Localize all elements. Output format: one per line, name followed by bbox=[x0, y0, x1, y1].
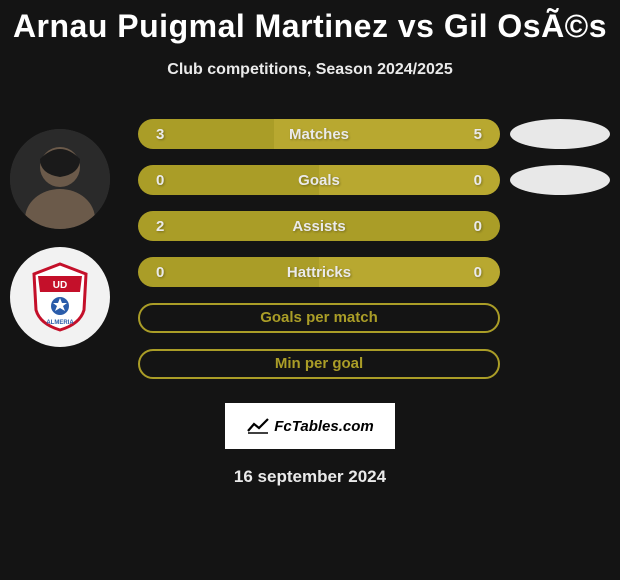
logo-text: FcTables.com bbox=[274, 418, 373, 435]
right-shape-slot bbox=[510, 119, 610, 149]
placeholder-ellipse-icon bbox=[510, 165, 610, 195]
stat-label: Assists bbox=[292, 218, 345, 235]
stat-label: Goals per match bbox=[140, 305, 498, 331]
stat-bar: 0 Goals 0 bbox=[138, 165, 500, 195]
stat-right-value: 0 bbox=[474, 172, 482, 189]
stats-list: 3 Matches 5 0 Goals 0 2 Assists 0 0 Hattricks 0 Goal… bbox=[138, 119, 610, 379]
stat-bar: Min per goal bbox=[138, 349, 500, 379]
bar-overlay: 0 Hattricks 0 bbox=[138, 257, 500, 287]
right-shape-slot bbox=[510, 303, 610, 333]
club-badge-icon: UD ALMERIA bbox=[30, 262, 90, 332]
stat-row: Min per goal bbox=[138, 349, 610, 379]
placeholder-ellipse-icon bbox=[510, 119, 610, 149]
stat-label: Matches bbox=[289, 126, 349, 143]
stat-right-value: 0 bbox=[474, 264, 482, 281]
svg-text:UD: UD bbox=[53, 280, 67, 291]
stat-left-value: 0 bbox=[156, 264, 164, 281]
stat-left-value: 2 bbox=[156, 218, 164, 235]
stat-row: 3 Matches 5 bbox=[138, 119, 610, 149]
stat-bar: Goals per match bbox=[138, 303, 500, 333]
stat-right-value: 0 bbox=[474, 218, 482, 235]
stat-bar: 0 Hattricks 0 bbox=[138, 257, 500, 287]
fctables-logo: FcTables.com bbox=[225, 403, 395, 449]
bar-overlay: 2 Assists 0 bbox=[138, 211, 500, 241]
player-images-column: UD ALMERIA bbox=[10, 129, 110, 347]
club-badge: UD ALMERIA bbox=[10, 247, 110, 347]
stat-label: Min per goal bbox=[140, 351, 498, 377]
stat-row: 2 Assists 0 bbox=[138, 211, 610, 241]
stat-left-value: 3 bbox=[156, 126, 164, 143]
stat-label: Hattricks bbox=[287, 264, 351, 281]
stat-row: 0 Hattricks 0 bbox=[138, 257, 610, 287]
stat-bar: 3 Matches 5 bbox=[138, 119, 500, 149]
footer-date: 16 september 2024 bbox=[0, 467, 620, 487]
page-subtitle: Club competitions, Season 2024/2025 bbox=[0, 61, 620, 79]
page-title: Arnau Puigmal Martinez vs Gil OsÃ©s bbox=[0, 8, 620, 45]
stat-left-value: 0 bbox=[156, 172, 164, 189]
stat-row: 0 Goals 0 bbox=[138, 165, 610, 195]
right-shape-slot bbox=[510, 211, 610, 241]
right-shape-slot bbox=[510, 165, 610, 195]
stat-row: Goals per match bbox=[138, 303, 610, 333]
stat-right-value: 5 bbox=[474, 126, 482, 143]
bar-overlay: 3 Matches 5 bbox=[138, 119, 500, 149]
stat-bar: 2 Assists 0 bbox=[138, 211, 500, 241]
player-avatar bbox=[10, 129, 110, 229]
stat-label: Goals bbox=[298, 172, 340, 189]
right-shape-slot bbox=[510, 349, 610, 379]
chart-icon bbox=[246, 417, 270, 435]
stats-content: UD ALMERIA 3 Matches 5 0 Goals 0 2 Assists 0 0 Hat… bbox=[0, 119, 620, 379]
right-shape-slot bbox=[510, 257, 610, 287]
avatar-placeholder-icon bbox=[10, 129, 110, 229]
svg-text:ALMERIA: ALMERIA bbox=[46, 320, 74, 326]
bar-overlay: 0 Goals 0 bbox=[138, 165, 500, 195]
